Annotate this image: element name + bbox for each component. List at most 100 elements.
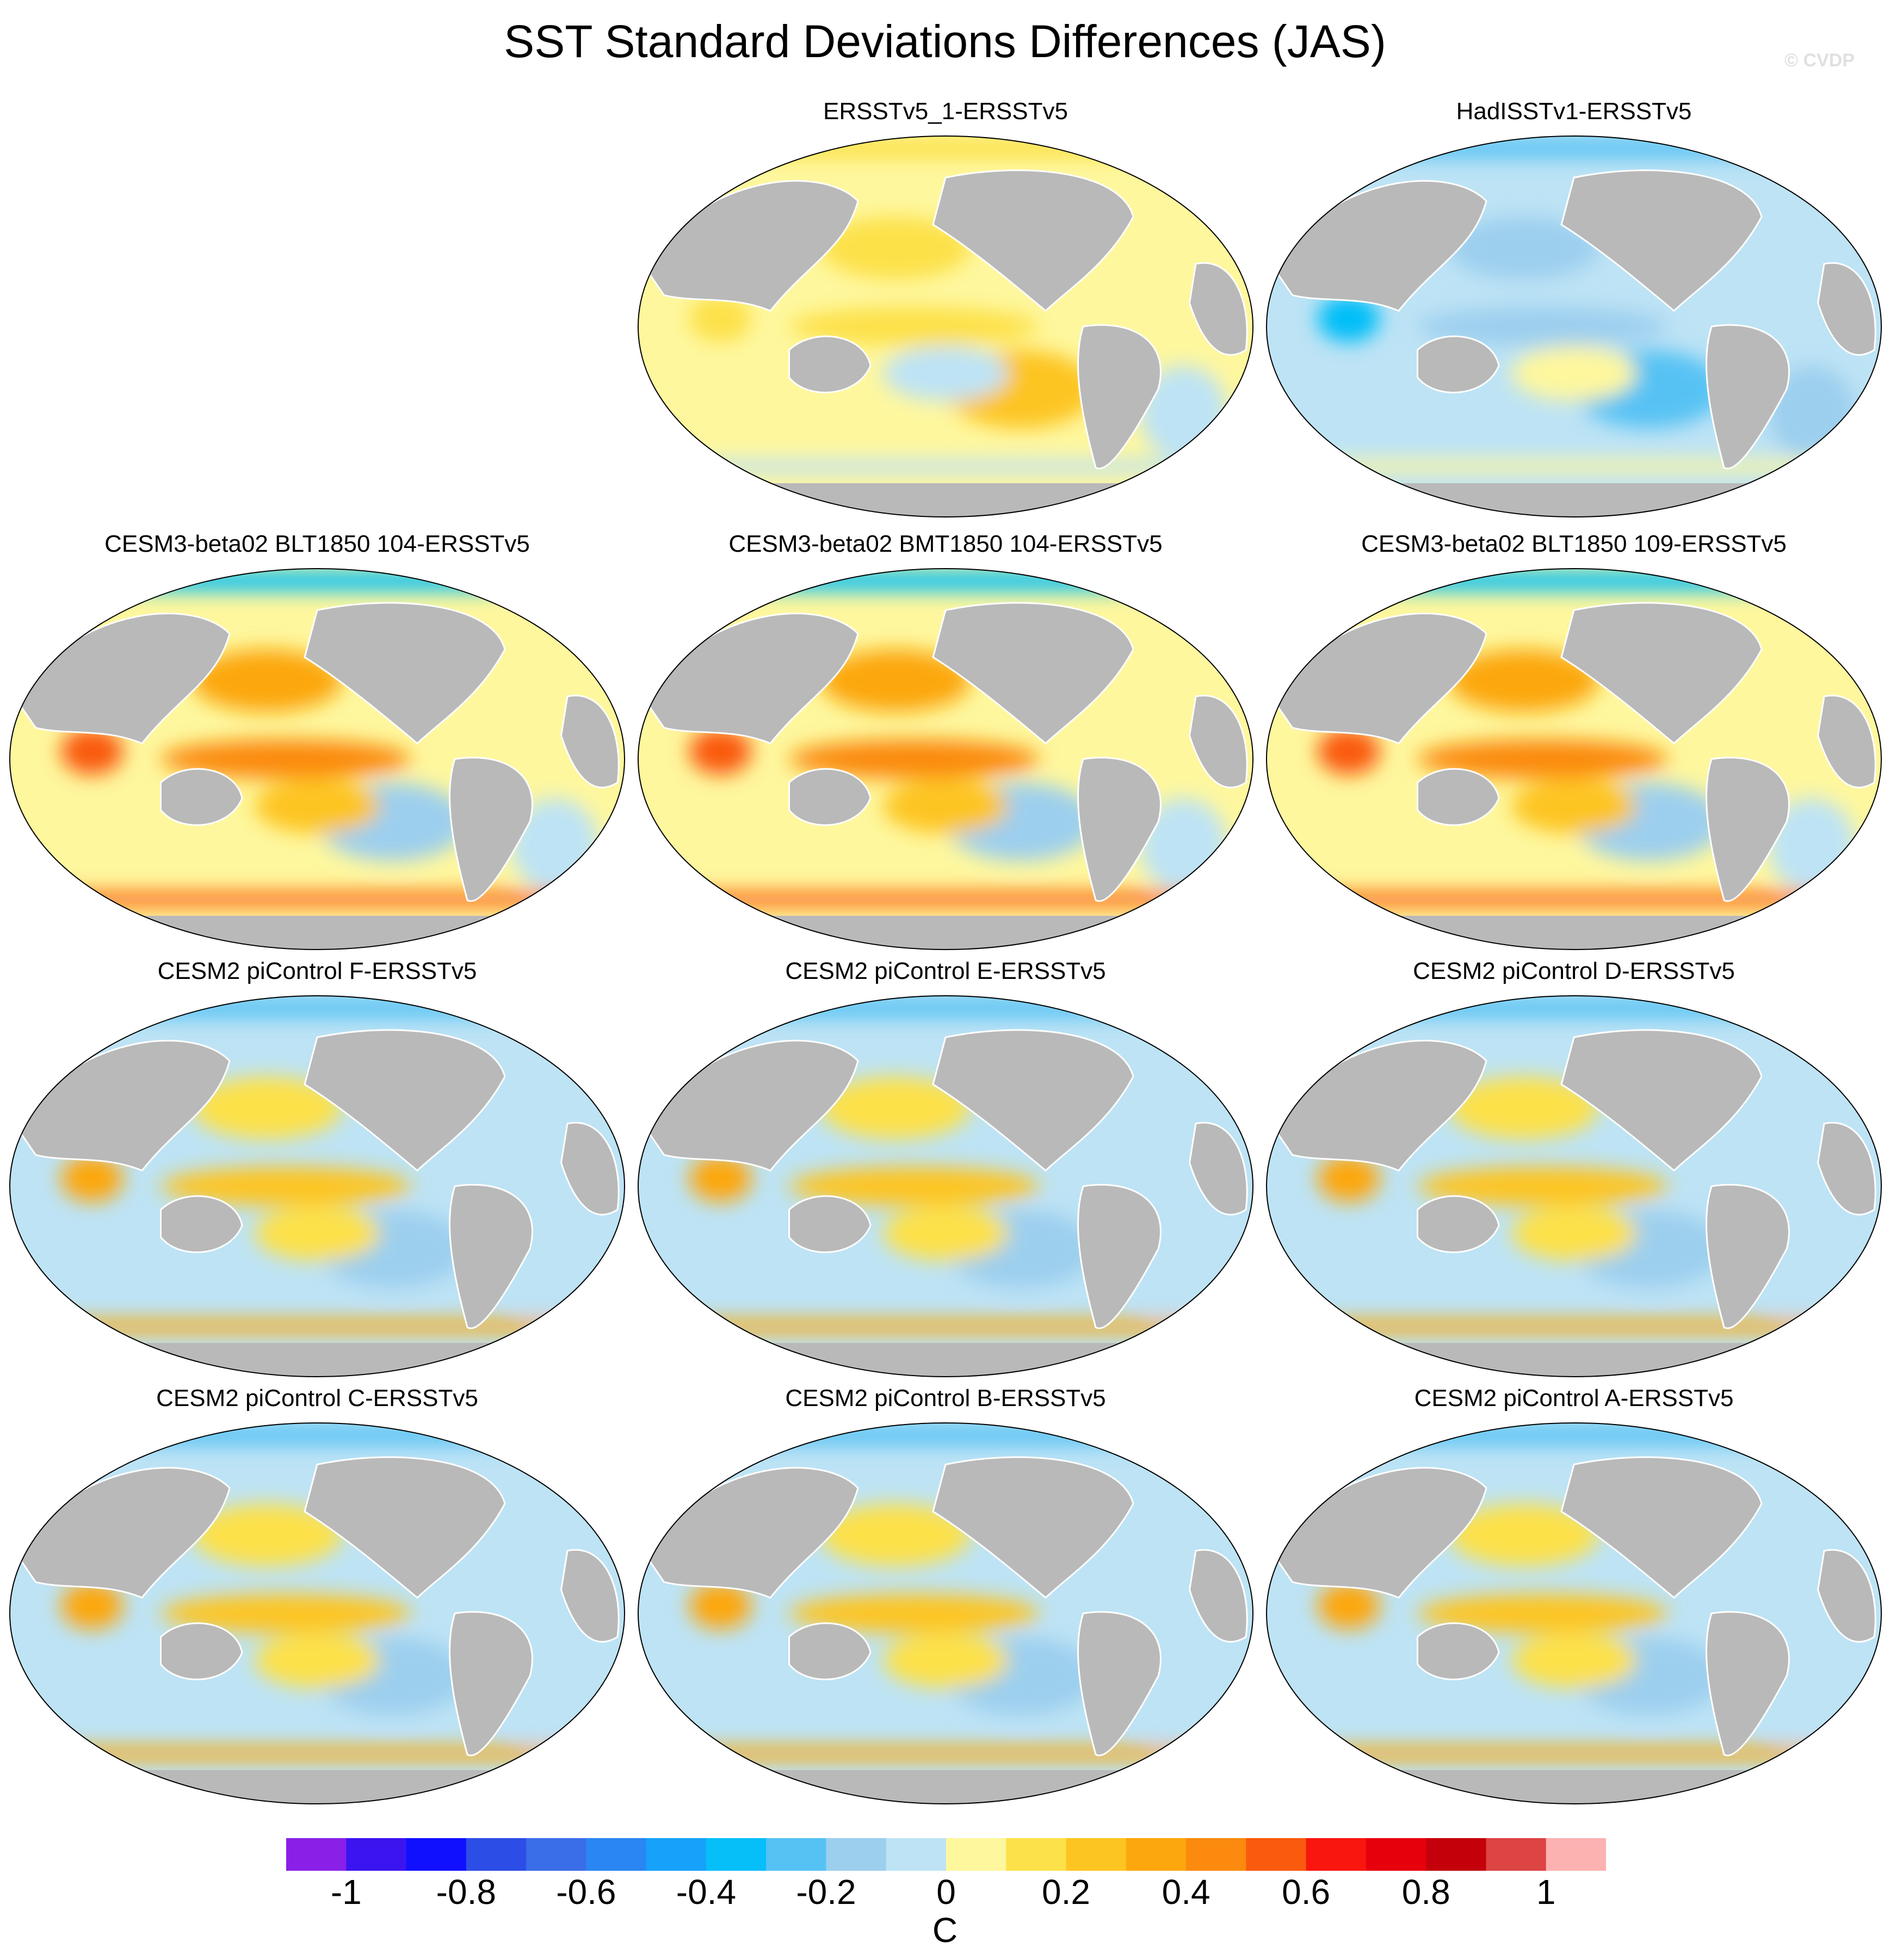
southern-ocean-band <box>638 1319 1253 1333</box>
watermark: © CVDP <box>1784 50 1855 71</box>
map-panel: CESM3-beta02 BLT1850 109-ERSSTv5 <box>1261 531 1887 955</box>
colorbar-swatch <box>286 1838 347 1871</box>
colorbar-tick-label: 1 <box>1536 1872 1556 1912</box>
colorbar-swatch <box>1186 1838 1246 1871</box>
anomaly-patch <box>689 1155 752 1202</box>
land-mass <box>932 169 1134 312</box>
anomaly-patch <box>255 1206 380 1261</box>
land-mass <box>1560 1029 1763 1172</box>
map-panel: CESM2 piControl E-ERSSTv5 <box>633 958 1258 1382</box>
land-mass <box>304 1456 506 1599</box>
colorbar-tick-label: 0.2 <box>1042 1872 1091 1912</box>
southern-ocean-band <box>10 892 625 906</box>
map-panel: CESM2 piControl B-ERSSTv5 <box>633 1385 1258 1809</box>
colorbar-tick-label: -0.4 <box>676 1872 737 1912</box>
world-map <box>1266 995 1882 1377</box>
colorbar-tick-label: 0.8 <box>1401 1872 1450 1912</box>
arctic-band <box>758 571 1133 591</box>
land-mass <box>448 756 533 902</box>
world-map <box>9 995 625 1377</box>
map-panel: CESM3-beta02 BLT1850 104-ERSSTv5 <box>4 531 630 955</box>
panel-title: CESM3-beta02 BLT1850 109-ERSSTv5 <box>1361 531 1787 557</box>
map-panel: CESM2 piControl F-ERSSTv5 <box>4 958 630 1382</box>
arctic-band <box>1386 571 1762 591</box>
world-map <box>638 568 1253 950</box>
southern-ocean-band <box>1267 1746 1881 1760</box>
colorbar-tick-label: -0.6 <box>556 1872 616 1912</box>
colorbar-swatch <box>466 1838 527 1871</box>
anomaly-patch <box>820 1503 971 1567</box>
land-mass <box>160 768 243 826</box>
land-mass <box>1077 756 1162 902</box>
arctic-band <box>758 138 1133 158</box>
land-mass <box>1705 756 1790 902</box>
anomaly-patch <box>60 1155 123 1202</box>
anomaly-patch <box>1417 307 1668 346</box>
colorbar-tick-label: 0.6 <box>1282 1872 1331 1912</box>
arctic-band <box>129 571 505 591</box>
colorbar-swatch <box>1366 1838 1426 1871</box>
map-panel: CESM2 piControl A-ERSSTv5 <box>1261 1385 1887 1809</box>
land-mass <box>448 1184 533 1329</box>
land-mass <box>1417 768 1500 826</box>
colorbar-swatch <box>886 1838 947 1871</box>
colorbar <box>286 1838 1606 1871</box>
world-map <box>1266 135 1882 517</box>
panel-title: CESM3-beta02 BMT1850 104-ERSSTv5 <box>728 531 1163 557</box>
southern-ocean-band <box>1267 1319 1881 1333</box>
southern-ocean-band <box>638 459 1253 473</box>
land-mass <box>1560 602 1763 745</box>
land-mass <box>560 1121 620 1216</box>
anomaly-patch <box>255 779 380 834</box>
land-mass <box>1077 1611 1162 1756</box>
panel-title: CESM2 piControl F-ERSSTv5 <box>157 958 477 984</box>
land-mass <box>788 1195 872 1253</box>
land-mass <box>932 602 1134 745</box>
anomaly-patch <box>1511 346 1636 401</box>
colorbar-swatch <box>1486 1838 1547 1871</box>
anomaly-patch <box>1417 1594 1668 1633</box>
land-mass <box>448 1611 533 1756</box>
colorbar-swatch <box>706 1838 767 1871</box>
anomaly-patch <box>160 1167 411 1206</box>
land-mass <box>1417 1622 1500 1680</box>
world-map <box>638 1422 1253 1804</box>
colorbar-swatch <box>1306 1838 1367 1871</box>
land-mass <box>1077 324 1162 470</box>
southern-ocean-band <box>638 1746 1253 1760</box>
land-mass <box>1417 1195 1500 1253</box>
panel-title: CESM2 piControl A-ERSSTv5 <box>1414 1385 1734 1412</box>
world-map <box>638 135 1253 517</box>
map-panel: CESM3-beta02 BMT1850 104-ERSSTv5 <box>633 531 1258 955</box>
colorbar-swatch <box>766 1838 826 1871</box>
panel-title: CESM2 piControl B-ERSSTv5 <box>785 1385 1106 1412</box>
panel-title: CESM2 piControl C-ERSSTv5 <box>156 1385 478 1412</box>
colorbar-swatch <box>526 1838 586 1871</box>
anomaly-patch <box>789 1594 1040 1633</box>
land-mass <box>788 335 872 393</box>
southern-ocean-band <box>10 1746 625 1760</box>
colorbar-swatch <box>1066 1838 1127 1871</box>
land-mass <box>1560 169 1763 312</box>
anomaly-patch <box>789 1167 1040 1206</box>
anomaly-patch <box>255 1633 380 1688</box>
panel-title: HadISSTv1-ERSSTv5 <box>1456 98 1692 125</box>
anomaly-patch <box>1317 728 1380 775</box>
anomaly-patch <box>1417 1167 1668 1206</box>
colorbar-tick-label: 0 <box>936 1872 956 1912</box>
world-map <box>638 995 1253 1377</box>
anomaly-patch <box>1449 649 1599 712</box>
anomaly-patch <box>1317 295 1380 342</box>
land-mass <box>1705 1184 1790 1329</box>
colorbar-tick-label: -1 <box>330 1872 362 1912</box>
land-mass <box>1188 1549 1248 1643</box>
colorbar-tick-label: 0.4 <box>1162 1872 1210 1912</box>
land-mass <box>1817 262 1876 356</box>
land-mass <box>1417 335 1500 393</box>
land-mass <box>1817 1549 1876 1643</box>
land-mass <box>1188 694 1248 788</box>
southern-ocean-band <box>638 892 1253 906</box>
anomaly-patch <box>789 307 1040 346</box>
anomaly-patch <box>689 295 752 342</box>
arctic-band <box>1386 138 1762 158</box>
